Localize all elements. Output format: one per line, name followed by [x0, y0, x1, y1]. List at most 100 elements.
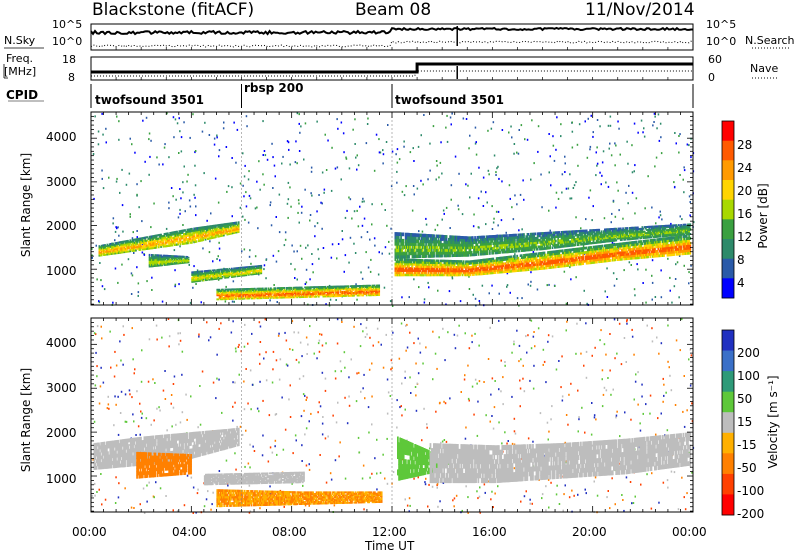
power-band-4: [637, 242, 639, 246]
power-band-1: [161, 258, 164, 261]
power-band-2: [328, 289, 330, 292]
power-band-3: [201, 277, 204, 279]
power-band-1: [183, 255, 185, 258]
power-band-2: [275, 290, 278, 292]
power-band-1: [179, 261, 182, 264]
power-band-4: [604, 257, 606, 261]
power-band-4: [537, 265, 540, 268]
power-band-4: [508, 270, 511, 273]
power-band-0: [139, 248, 142, 251]
power-speckle: [262, 154, 264, 156]
power-speckle: [606, 267, 608, 270]
power-band-4: [453, 271, 456, 275]
power-band-4: [522, 264, 524, 268]
power-band-4: [482, 268, 484, 272]
power-band-4: [627, 243, 630, 247]
power-band-4: [592, 258, 595, 262]
power-band-4: [515, 261, 517, 264]
power-band-0: [129, 241, 132, 243]
power-speckle: [549, 229, 551, 232]
power-band-0: [215, 232, 217, 235]
power-speckle: [595, 151, 597, 154]
power-speckle: [572, 187, 575, 189]
power-band-3: [251, 273, 254, 276]
power-band-3: [229, 272, 232, 275]
power-band-3: [217, 276, 220, 279]
power-speckle: [278, 193, 281, 196]
power-band-3: [244, 266, 247, 269]
power-band-4: [611, 256, 614, 260]
power-band-2: [331, 287, 334, 289]
power-band-4: [478, 263, 481, 266]
power-band-2: [257, 293, 260, 296]
power-band-1: [180, 258, 183, 261]
power-band-4: [605, 248, 607, 252]
power-band-2: [248, 297, 251, 300]
power-band-4: [555, 261, 557, 264]
power-speckle: [495, 174, 497, 176]
power-band-1: [177, 256, 180, 259]
power-band-4: [394, 264, 397, 268]
power-band-2: [264, 293, 267, 295]
power-speckle: [617, 120, 619, 123]
power-band-4: [616, 256, 619, 259]
power-band-0: [123, 243, 126, 246]
power-band-2: [308, 295, 311, 298]
power-band-4: [410, 269, 413, 272]
power-band-4: [561, 251, 564, 255]
power-band-2: [271, 292, 273, 295]
power-band-2: [252, 297, 255, 300]
power-band-4: [616, 251, 619, 255]
power-band-2: [329, 287, 332, 290]
power-speckle: [119, 191, 121, 194]
power-band-4: [553, 263, 556, 267]
power-band-4: [456, 269, 458, 273]
power-band-2: [281, 291, 284, 294]
power-band-0: [219, 227, 222, 230]
power-band-3: [216, 271, 219, 274]
power-band-4: [631, 243, 634, 247]
power-band-4: [500, 256, 503, 260]
power-band-3: [258, 272, 260, 275]
power-band-4: [615, 243, 618, 246]
power-band-0: [232, 232, 234, 235]
power-band-4: [582, 251, 585, 255]
power-band-3: [231, 267, 233, 270]
power-band-4: [503, 258, 506, 261]
power-band-0: [156, 241, 159, 244]
power-band-4: [509, 257, 512, 261]
power-band-4: [600, 249, 603, 252]
power-speckle: [162, 163, 164, 166]
power-band-4: [585, 251, 588, 254]
power-band-4: [396, 258, 399, 261]
power-band-4: [584, 255, 587, 259]
power-band-0: [234, 230, 237, 233]
power-band-0: [113, 251, 116, 254]
power-band-0: [136, 247, 138, 250]
power-band-2: [278, 294, 280, 296]
power-band-4: [432, 261, 434, 264]
power-band-2: [283, 289, 286, 292]
power-band-0: [202, 229, 205, 233]
power-band-3: [244, 274, 247, 277]
power-band-2: [235, 288, 238, 291]
power-band-2: [234, 291, 237, 293]
power-band-3: [209, 272, 212, 275]
power-speckle: [263, 150, 266, 152]
power-band-4: [518, 265, 521, 268]
power-speckle: [243, 248, 246, 251]
power-band-4: [484, 268, 487, 271]
power-band-1: [154, 261, 157, 264]
power-band-3: [257, 271, 259, 274]
power-band-2: [290, 293, 293, 296]
power-band-4: [468, 273, 471, 277]
power-speckle: [354, 143, 356, 145]
power-band-2: [238, 293, 240, 296]
power-band-4: [518, 269, 521, 272]
power-speckle: [518, 229, 520, 232]
power-band-4: [559, 256, 562, 259]
power-band-0: [237, 221, 240, 224]
power-band-4: [561, 262, 564, 266]
power-band-1: [168, 263, 170, 266]
power-band-3: [245, 274, 248, 277]
